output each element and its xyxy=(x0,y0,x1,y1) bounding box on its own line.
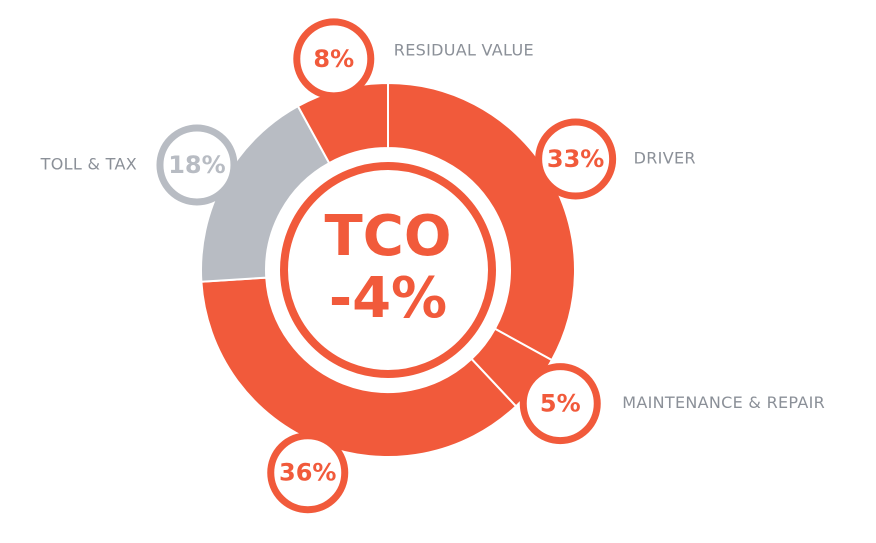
value-label: 5% xyxy=(540,390,581,418)
center-text: -4% xyxy=(329,266,447,331)
value-label: 33% xyxy=(547,145,604,173)
value-bubble xyxy=(156,124,238,206)
category-label: DRIVER xyxy=(634,149,696,168)
donut-segment xyxy=(387,81,576,362)
value-bubble xyxy=(293,18,375,100)
center-ring xyxy=(280,162,496,378)
value-label: 36% xyxy=(279,459,336,487)
value-bubble xyxy=(267,432,349,514)
donut-segment xyxy=(200,276,518,458)
value-label: 18% xyxy=(168,151,225,179)
value-label: 8% xyxy=(313,45,354,73)
category-label: MAINTENANCE & REPAIR xyxy=(622,393,825,412)
value-bubble xyxy=(519,363,601,445)
center-text: TCO xyxy=(325,204,452,269)
category-label: TOLL & TAX xyxy=(40,154,137,173)
category-label: RESIDUAL VALUE xyxy=(394,40,534,59)
value-bubble xyxy=(535,118,617,200)
